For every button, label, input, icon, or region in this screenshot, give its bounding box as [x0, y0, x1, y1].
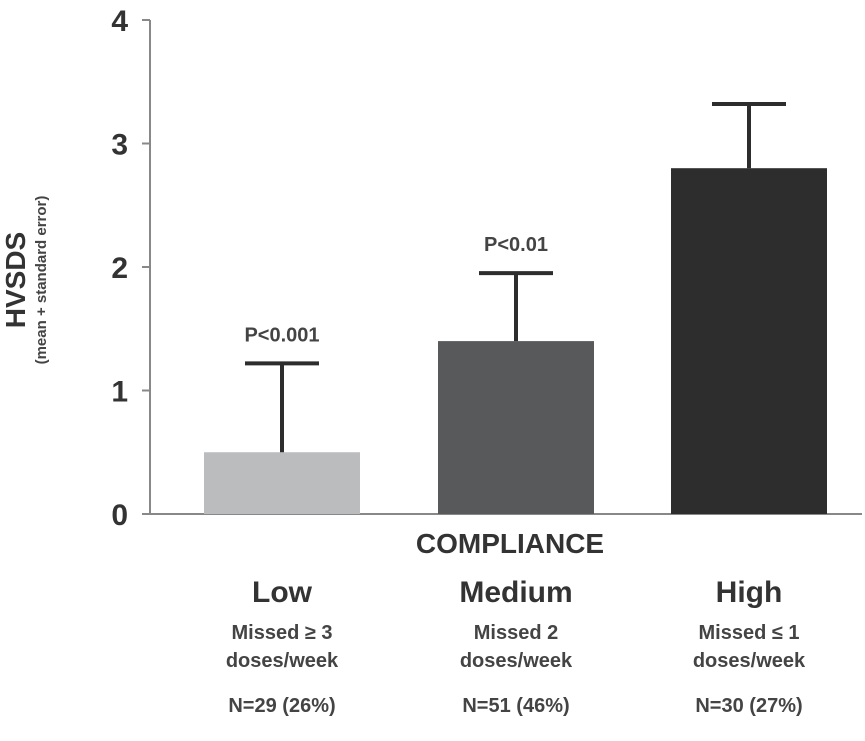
- bar-medium: [438, 341, 594, 514]
- y-tick-label: 3: [111, 129, 128, 162]
- category-count: N=29 (26%): [228, 695, 336, 717]
- error-bars: [245, 101, 786, 453]
- category-description-line: Missed ≤ 1: [698, 622, 800, 644]
- y-tick-label: 0: [111, 499, 128, 532]
- category-description-line: doses/week: [459, 650, 573, 672]
- category-count: N=51 (46%): [462, 695, 570, 717]
- y-axis-sublabel: (mean + standard error): [33, 195, 50, 365]
- annotations: P<0.001 P<0.01: [244, 234, 548, 346]
- bars: [204, 168, 827, 514]
- category-count: N=30 (27%): [695, 695, 803, 717]
- category-medium: Medium Missed 2 doses/week N=51 (46%): [416, 575, 616, 719]
- y-axis-label-group: HVSDS (mean + standard error): [0, 80, 80, 480]
- category-low: Low Missed ≥ 3 doses/week N=29 (26%): [182, 575, 382, 719]
- category-description: Missed ≥ 3 doses/week: [182, 619, 382, 675]
- y-tick-labels: 0 1 2 3 4: [111, 5, 150, 532]
- category-description: Missed 2 doses/week: [416, 619, 616, 675]
- category-description-line: Missed 2: [473, 622, 559, 644]
- category-description: Missed ≤ 1 doses/week: [649, 619, 849, 675]
- category-high: High Missed ≤ 1 doses/week N=30 (27%): [649, 575, 849, 719]
- category-name: Low: [252, 576, 312, 609]
- x-axis-label: COMPLIANCE: [415, 528, 605, 559]
- category-description-line: doses/week: [225, 650, 339, 672]
- category-name: High: [715, 576, 783, 609]
- p-value-annotation: P<0.001: [244, 324, 319, 346]
- y-tick-label: 1: [111, 376, 128, 409]
- bar-high: [671, 168, 827, 514]
- bar-low: [204, 452, 360, 514]
- p-value-annotation: P<0.01: [484, 234, 548, 256]
- y-axis-label: HVSDS: [0, 231, 31, 329]
- y-tick-label: 2: [111, 252, 128, 285]
- category-description-line: doses/week: [692, 650, 806, 672]
- y-tick-label: 4: [111, 5, 128, 38]
- category-description-line: Missed ≥ 3: [231, 622, 333, 644]
- category-name: Medium: [459, 576, 573, 609]
